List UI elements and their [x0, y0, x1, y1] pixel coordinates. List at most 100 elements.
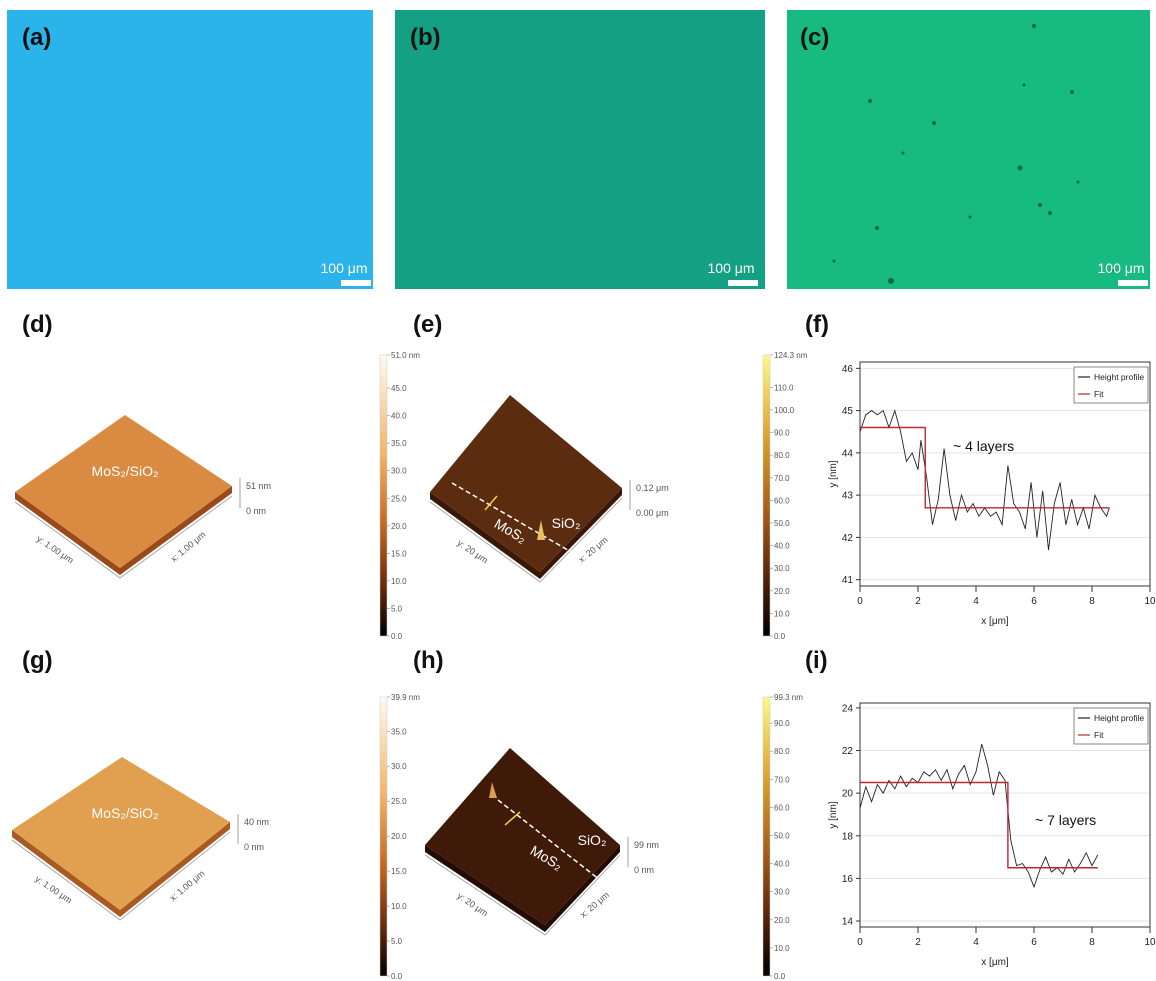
colorbar-tick-label: 20.0	[391, 522, 407, 531]
colorbar	[763, 697, 770, 976]
colorbar-tick-label: 10.0	[391, 577, 407, 586]
colorbar-tick-label: 100.0	[774, 406, 795, 415]
region-label: SiO₂	[578, 832, 607, 848]
x-tick-label: 6	[1031, 937, 1037, 948]
y-tick-label: 22	[842, 746, 854, 757]
colorbar-tick-label: 5.0	[391, 604, 403, 613]
y-tick-label: 14	[842, 917, 854, 928]
y-tick-label: 44	[842, 448, 854, 459]
colorbar-tick-label: 39.9 nm	[391, 693, 420, 702]
colorbar	[763, 355, 770, 636]
colorbar-tick-label: 15.0	[391, 867, 407, 876]
sample-label: MoS₂/SiO₂	[92, 805, 159, 821]
x-tick-label: 6	[1031, 596, 1037, 607]
figure: (a)(b)(c)(d)(e)(f)(g)(h)(i)100 μm100 μm1…	[0, 0, 1156, 981]
colorbar-tick-label: 20.0	[391, 832, 407, 841]
y-tick-label: 24	[842, 703, 854, 714]
colorbar-tick-label: 70.0	[774, 775, 790, 784]
y-tick-label: 18	[842, 831, 854, 842]
colorbar-tick-label: 15.0	[391, 549, 407, 558]
scale-bar-label: 100 μm	[321, 260, 368, 276]
x-tick-label: 8	[1089, 596, 1095, 607]
colorbar-tick-label: 70.0	[774, 474, 790, 483]
annotation: ~ 7 layers	[1035, 812, 1096, 828]
legend-label: Fit	[1094, 730, 1104, 740]
colorbar-tick-label: 51.0 nm	[391, 351, 420, 360]
x-tick-label: 2	[915, 596, 921, 607]
colorbar-tick-label: 0.0	[774, 972, 786, 981]
legend-label: Fit	[1094, 389, 1104, 399]
colorbar-tick-label: 10.0	[774, 609, 790, 618]
panel-label: (h)	[413, 647, 444, 674]
colorbar-tick-label: 90.0	[774, 429, 790, 438]
colorbar-tick-label: 0.0	[774, 632, 786, 641]
sample-label: MoS₂/SiO₂	[92, 463, 159, 479]
colorbar-tick-label: 10.0	[774, 944, 790, 953]
colorbar-tick-label: 0.0	[391, 972, 403, 981]
colorbar-tick-label: 30.0	[774, 564, 790, 573]
panel-label: (d)	[22, 311, 53, 338]
x-tick-label: 0	[857, 937, 863, 948]
y-tick-label: 46	[842, 364, 854, 375]
x-tick-label: 4	[973, 937, 979, 948]
z-min-label: 0 nm	[246, 506, 266, 516]
colorbar-tick-label: 40.0	[391, 412, 407, 421]
colorbar-tick-label: 20.0	[774, 916, 790, 925]
colorbar-tick-label: 10.0	[391, 902, 407, 911]
z-min-label: 0.00 μm	[636, 508, 669, 518]
colorbar-tick-label: 35.0	[391, 439, 407, 448]
annotation: ~ 4 layers	[953, 438, 1014, 454]
colorbar-tick-label: 110.0	[774, 383, 794, 392]
colorbar-tick-label: 90.0	[774, 719, 790, 728]
colorbar-tick-label: 40.0	[774, 542, 790, 551]
colorbar-tick-label: 99.3 nm	[774, 693, 803, 702]
panel-label: (c)	[800, 24, 829, 51]
optical-image	[395, 10, 765, 289]
panel-label: (a)	[22, 24, 51, 51]
colorbar	[380, 697, 387, 976]
colorbar-tick-label: 60.0	[774, 803, 790, 812]
colorbar-tick-label: 25.0	[391, 797, 407, 806]
colorbar-tick-label: 80.0	[774, 747, 790, 756]
colorbar-tick-label: 35.0	[391, 727, 407, 736]
x-axis-label: x [μm]	[981, 616, 1009, 627]
colorbar-tick-label: 40.0	[774, 860, 790, 869]
colorbar-tick-label: 60.0	[774, 496, 790, 505]
z-max-label: 99 nm	[634, 840, 659, 850]
region-label: SiO₂	[552, 515, 581, 531]
scale-bar-label: 100 μm	[1098, 260, 1145, 276]
x-tick-label: 10	[1144, 596, 1156, 607]
scale-bar-label: 100 μm	[708, 260, 755, 276]
colorbar-tick-label: 5.0	[391, 937, 403, 946]
colorbar-tick-label: 20.0	[774, 587, 790, 596]
colorbar-tick-label: 0.0	[391, 632, 403, 641]
colorbar-tick-label: 50.0	[774, 832, 790, 841]
legend-label: Height profile	[1094, 713, 1144, 723]
z-max-label: 0.12 μm	[636, 483, 669, 493]
colorbar-tick-label: 30.0	[774, 888, 790, 897]
x-tick-label: 8	[1089, 937, 1095, 948]
colorbar-tick-label: 50.0	[774, 519, 790, 528]
y-axis-label: y [nm]	[828, 460, 839, 487]
optical-image	[7, 10, 373, 289]
legend-label: Height profile	[1094, 372, 1144, 382]
colorbar-tick-label: 25.0	[391, 494, 407, 503]
panel-label: (i)	[805, 647, 828, 674]
y-tick-label: 43	[842, 491, 854, 502]
y-tick-label: 41	[842, 575, 854, 586]
x-tick-label: 10	[1144, 937, 1156, 948]
z-max-label: 40 nm	[244, 817, 269, 827]
colorbar	[380, 355, 387, 636]
colorbar-tick-label: 80.0	[774, 451, 790, 460]
x-tick-label: 0	[857, 596, 863, 607]
z-min-label: 0 nm	[634, 865, 654, 875]
colorbar-tick-label: 30.0	[391, 762, 407, 771]
y-tick-label: 20	[842, 789, 854, 800]
panel-label: (g)	[22, 647, 53, 674]
x-tick-label: 4	[973, 596, 979, 607]
panel-label: (b)	[410, 24, 441, 51]
z-max-label: 51 nm	[246, 481, 271, 491]
y-tick-label: 42	[842, 533, 854, 544]
z-min-label: 0 nm	[244, 842, 264, 852]
panel-label: (e)	[413, 311, 442, 338]
